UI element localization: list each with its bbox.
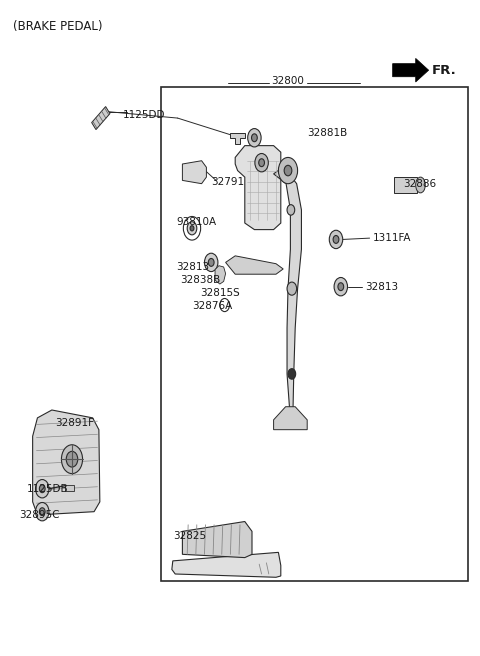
Text: 1125DB: 1125DB — [26, 483, 68, 494]
Circle shape — [287, 282, 297, 295]
Polygon shape — [215, 266, 226, 284]
Polygon shape — [393, 58, 429, 82]
Circle shape — [334, 277, 348, 296]
Circle shape — [66, 451, 78, 467]
Circle shape — [190, 226, 194, 231]
Polygon shape — [92, 106, 110, 130]
Text: 32838B: 32838B — [180, 275, 221, 285]
Text: 32876A: 32876A — [192, 301, 232, 312]
Polygon shape — [182, 161, 206, 184]
Polygon shape — [274, 407, 307, 430]
Circle shape — [204, 253, 218, 272]
Circle shape — [278, 157, 298, 184]
Polygon shape — [172, 552, 281, 577]
Circle shape — [39, 508, 45, 516]
Text: 32791: 32791 — [211, 177, 244, 188]
Circle shape — [329, 230, 343, 249]
Circle shape — [39, 485, 45, 493]
Polygon shape — [226, 256, 283, 274]
Circle shape — [284, 165, 292, 176]
Text: 93810A: 93810A — [177, 216, 217, 227]
Circle shape — [287, 205, 295, 215]
Polygon shape — [274, 171, 301, 420]
Circle shape — [248, 129, 261, 147]
Text: 1125DD: 1125DD — [122, 110, 165, 120]
Circle shape — [259, 159, 264, 167]
Circle shape — [255, 154, 268, 172]
Circle shape — [333, 236, 339, 243]
Text: 32886: 32886 — [403, 178, 436, 189]
Bar — [161, 87, 468, 581]
Ellipse shape — [416, 177, 425, 193]
Circle shape — [208, 258, 214, 266]
Circle shape — [183, 216, 201, 240]
Text: 32815S: 32815S — [200, 288, 240, 298]
Circle shape — [338, 283, 344, 291]
Bar — [65, 485, 74, 491]
Polygon shape — [33, 410, 100, 515]
Circle shape — [187, 222, 197, 235]
Circle shape — [252, 134, 257, 142]
Circle shape — [36, 502, 49, 521]
Polygon shape — [182, 522, 252, 558]
Circle shape — [61, 445, 83, 474]
Circle shape — [220, 298, 229, 312]
Text: 32813: 32813 — [177, 262, 210, 272]
Bar — [394, 177, 417, 193]
Circle shape — [36, 480, 49, 498]
Text: 32825: 32825 — [173, 531, 206, 541]
Text: 1311FA: 1311FA — [372, 233, 411, 243]
Text: 32895C: 32895C — [19, 510, 60, 520]
Text: 32800: 32800 — [272, 76, 304, 87]
Circle shape — [288, 369, 296, 379]
Text: 32881B: 32881B — [307, 128, 348, 138]
Text: (BRAKE PEDAL): (BRAKE PEDAL) — [13, 20, 103, 33]
Polygon shape — [230, 133, 245, 144]
Text: FR.: FR. — [432, 64, 457, 77]
Polygon shape — [235, 146, 281, 230]
Text: 32891F: 32891F — [55, 418, 94, 428]
Text: 32813: 32813 — [365, 281, 398, 292]
